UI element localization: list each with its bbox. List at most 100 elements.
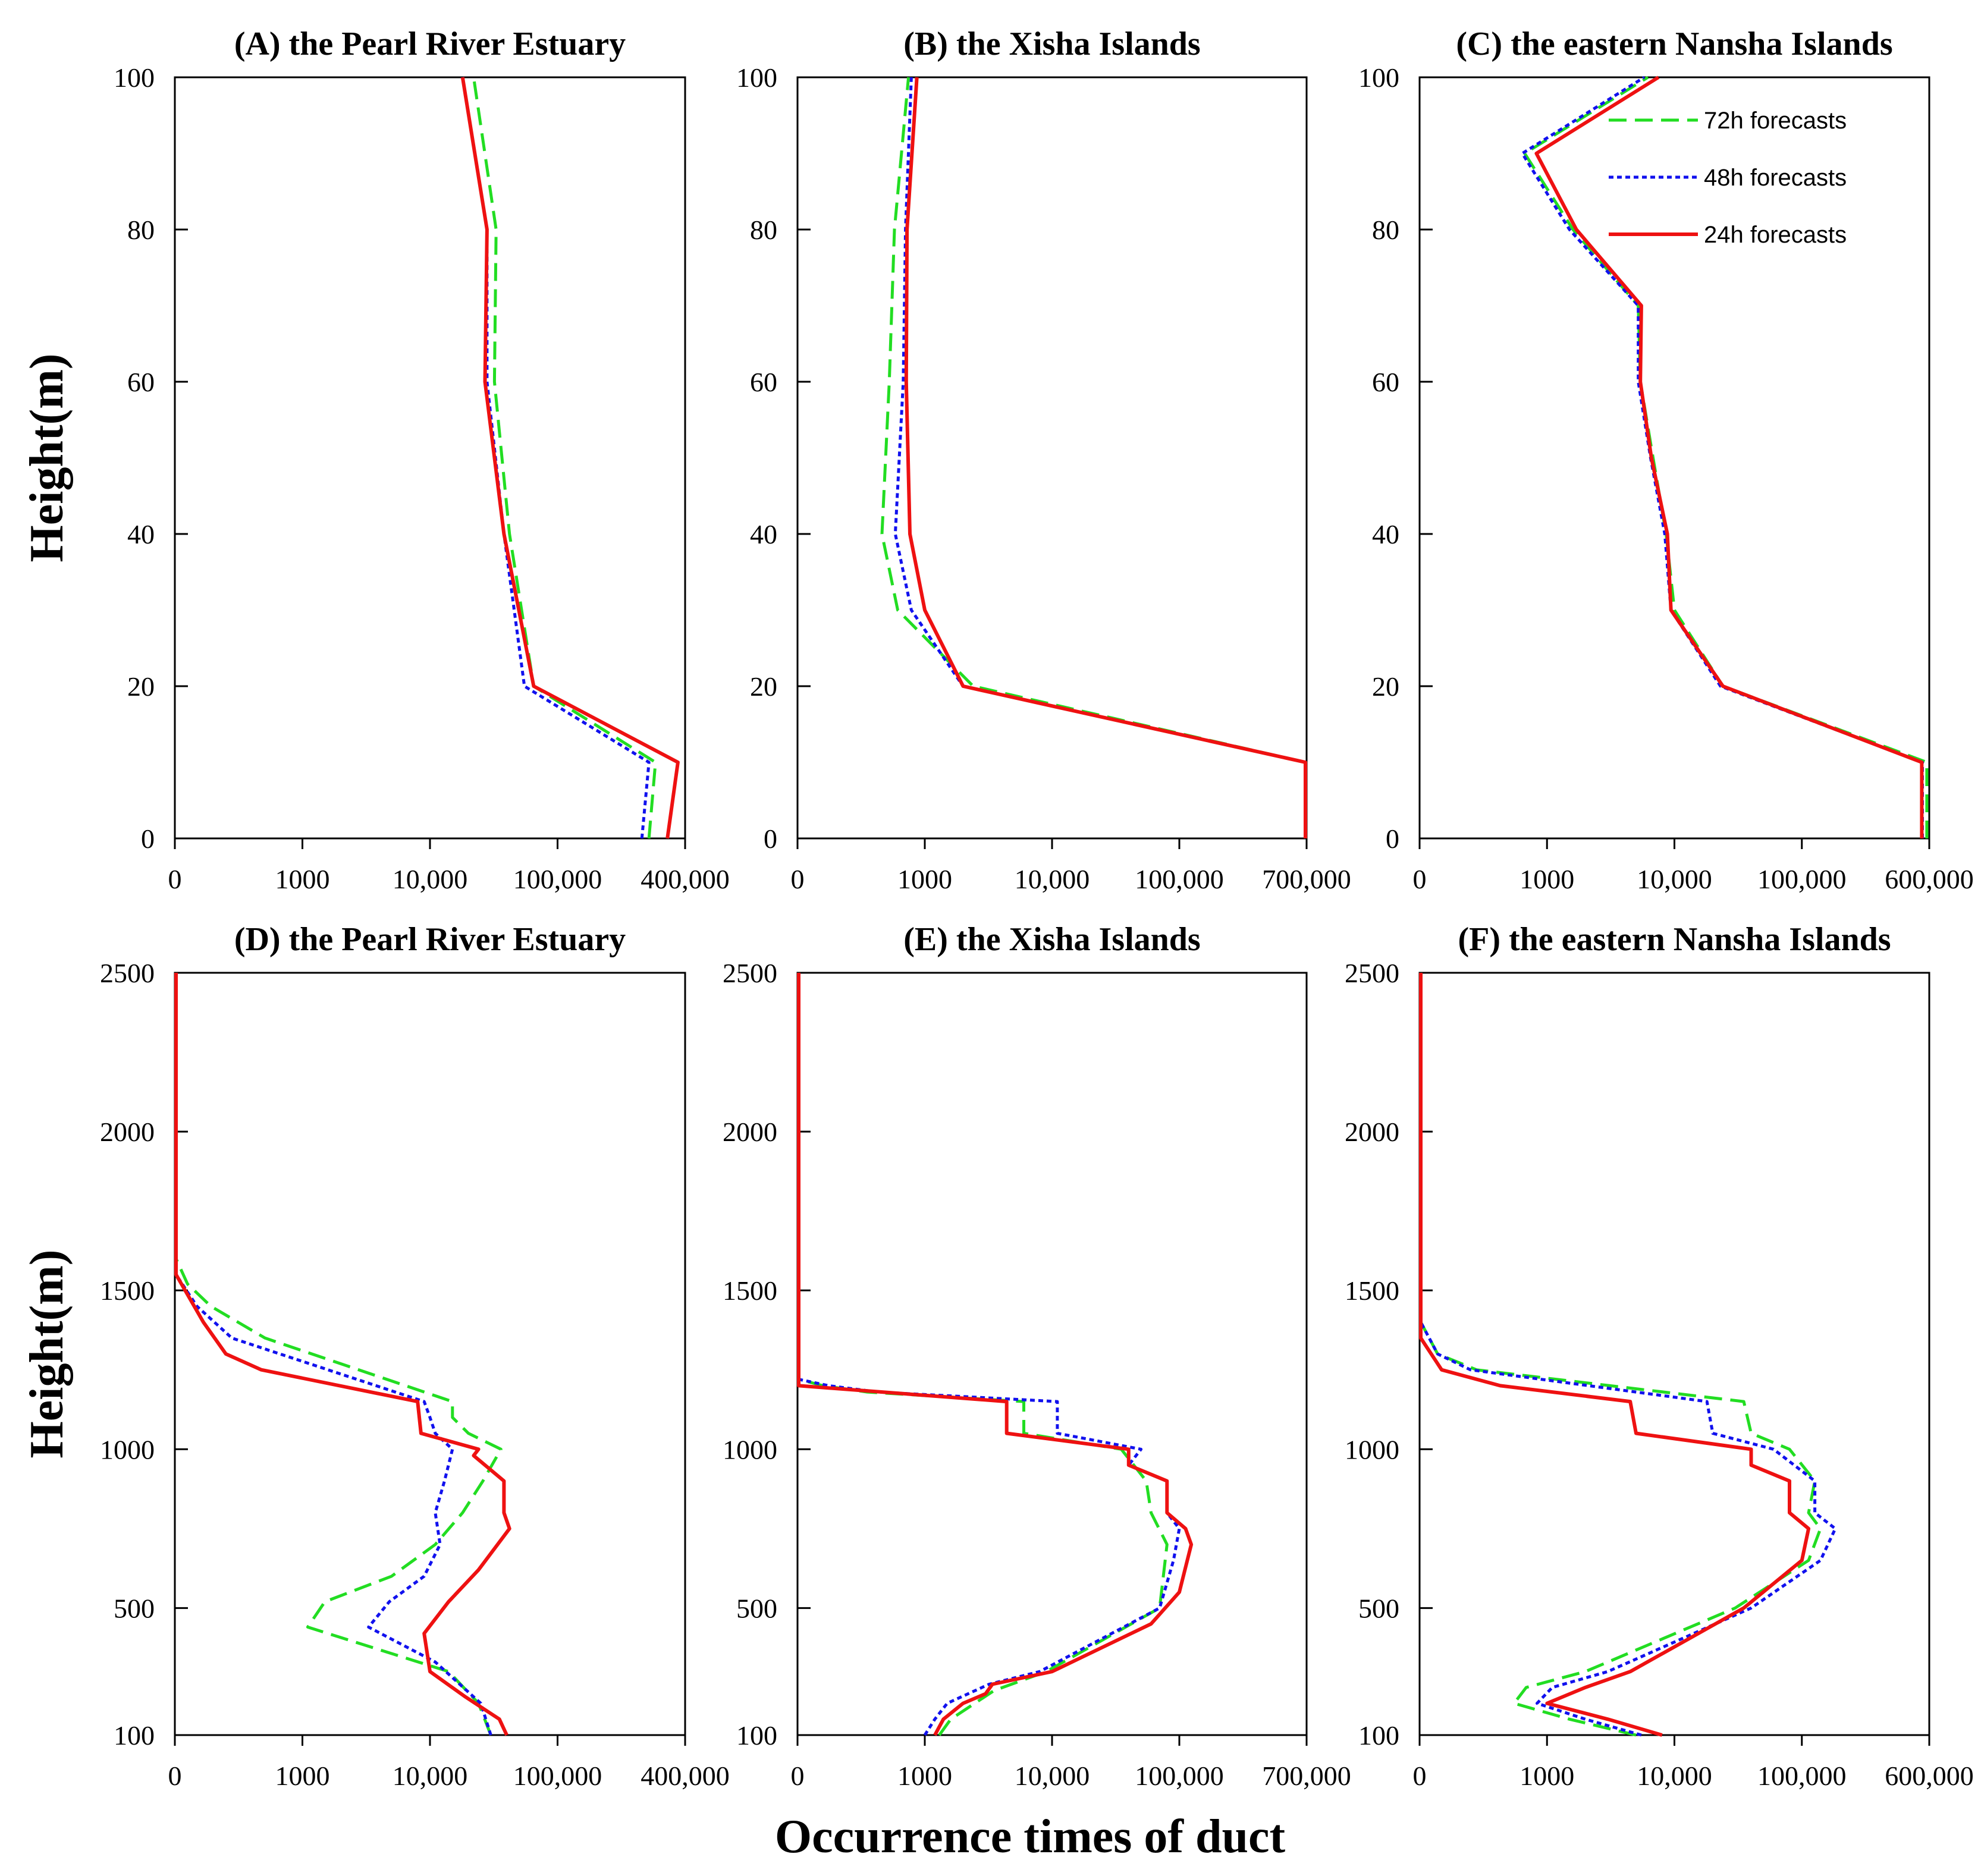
y-tick-label-c: 20 xyxy=(1372,671,1399,702)
panel-frame-c xyxy=(1418,76,1930,840)
x-tick-label-b: 0 xyxy=(791,864,805,894)
y-tick-label-e: 500 xyxy=(736,1593,777,1623)
series-line-f-72h-forecasts xyxy=(1419,973,1822,1737)
panel-title-e: (E) the Xisha Islands xyxy=(903,921,1200,958)
y-tick-label-b: 100 xyxy=(736,62,777,93)
series-line-e-72h-forecasts xyxy=(797,973,1169,1736)
y-tick-label-b: 60 xyxy=(750,367,777,397)
series-line-c-24h-forecasts xyxy=(1534,76,1924,838)
panel-frame-f xyxy=(1418,972,1930,1736)
y-tick-label-f: 500 xyxy=(1358,1593,1399,1623)
y-tick-label-b: 80 xyxy=(750,215,777,245)
y-tick-label-a: 40 xyxy=(127,519,155,549)
series-line-e-48h-forecasts xyxy=(797,973,1181,1736)
x-tick-label-f: 10,000 xyxy=(1637,1761,1712,1791)
y-tick-label-e: 1500 xyxy=(723,1275,777,1306)
y-tick-label-e: 1000 xyxy=(723,1434,777,1465)
x-tick-label-c: 100,000 xyxy=(1757,864,1847,894)
x-tick-label-e: 1000 xyxy=(897,1761,952,1791)
y-tick-label-a: 100 xyxy=(114,62,155,93)
y-tick-label-c: 100 xyxy=(1358,62,1399,93)
series-line-c-48h-forecasts xyxy=(1521,76,1924,838)
panel-title-d: (D) the Pearl River Estuary xyxy=(234,921,626,958)
x-tick-label-d: 400,000 xyxy=(641,1761,730,1791)
series-line-c-72h-forecasts xyxy=(1523,76,1929,838)
y-tick-label-f: 2000 xyxy=(1345,1117,1399,1147)
y-tick-label-f: 100 xyxy=(1358,1720,1399,1751)
x-tick-label-a: 0 xyxy=(168,864,182,894)
x-tick-label-b: 700,000 xyxy=(1262,864,1351,894)
y-tick-label-a: 0 xyxy=(141,824,155,854)
x-tick-label-c: 600,000 xyxy=(1885,864,1974,894)
x-tick-label-c: 10,000 xyxy=(1637,864,1712,894)
x-tick-label-b: 1000 xyxy=(897,864,952,894)
x-axis-label: Occurrence times of duct xyxy=(775,1811,1286,1863)
panel-title-b: (B) the Xisha Islands xyxy=(903,26,1200,62)
series-line-a-24h-forecasts xyxy=(460,77,680,839)
y-tick-label-e: 100 xyxy=(736,1720,777,1751)
series-line-b-24h-forecasts xyxy=(904,77,1307,838)
y-tick-label-a: 80 xyxy=(127,215,155,245)
panel-frame-d xyxy=(174,972,686,1736)
x-tick-label-a: 400,000 xyxy=(641,864,730,894)
y-tick-label-e: 2000 xyxy=(723,1117,777,1147)
x-tick-label-e: 100,000 xyxy=(1135,1761,1224,1791)
x-tick-label-d: 0 xyxy=(168,1761,182,1791)
series-line-b-48h-forecasts xyxy=(893,77,1307,838)
x-tick-label-d: 10,000 xyxy=(393,1761,468,1791)
x-tick-label-a: 100,000 xyxy=(513,864,602,894)
y-tick-label-f: 1500 xyxy=(1345,1275,1399,1306)
y-tick-label-c: 80 xyxy=(1372,215,1399,245)
y-tick-label-b: 40 xyxy=(750,519,777,549)
x-tick-label-a: 10,000 xyxy=(393,864,468,894)
series-line-a-72h-forecasts xyxy=(472,77,657,839)
series-line-e-24h-forecasts xyxy=(797,973,1194,1736)
x-tick-label-e: 700,000 xyxy=(1262,1761,1351,1791)
x-tick-label-e: 0 xyxy=(791,1761,805,1791)
panel-title-a: (A) the Pearl River Estuary xyxy=(234,26,626,62)
y-tick-label-c: 60 xyxy=(1372,367,1399,397)
series-line-f-48h-forecasts xyxy=(1419,973,1837,1737)
y-tick-label-b: 0 xyxy=(764,824,777,854)
x-tick-label-c: 0 xyxy=(1413,864,1427,894)
legend-label-24h-forecasts: 24h forecasts xyxy=(1704,222,1847,248)
series-line-b-72h-forecasts xyxy=(880,77,1307,838)
y-tick-label-f: 1000 xyxy=(1345,1434,1399,1465)
x-tick-label-f: 1000 xyxy=(1520,1761,1574,1791)
x-tick-label-b: 100,000 xyxy=(1135,864,1224,894)
panel-title-c: (C) the eastern Nansha Islands xyxy=(1456,26,1892,62)
y-tick-label-f: 2500 xyxy=(1345,958,1399,988)
y-tick-label-a: 60 xyxy=(127,367,155,397)
x-tick-label-f: 100,000 xyxy=(1757,1761,1847,1791)
y-tick-label-d: 100 xyxy=(114,1720,155,1751)
x-tick-label-c: 1000 xyxy=(1520,864,1574,894)
y-tick-label-d: 2500 xyxy=(100,958,155,988)
panel-frame-e xyxy=(796,972,1308,1736)
y-tick-label-a: 20 xyxy=(127,671,155,702)
x-tick-label-f: 0 xyxy=(1413,1761,1427,1791)
y-tick-label-d: 2000 xyxy=(100,1117,155,1147)
x-tick-label-a: 1000 xyxy=(275,864,330,894)
series-line-d-48h-forecasts xyxy=(174,973,492,1736)
series-line-d-24h-forecasts xyxy=(174,973,511,1736)
y-tick-label-e: 2500 xyxy=(723,958,777,988)
y-tick-label-d: 1000 xyxy=(100,1434,155,1465)
y-tick-label-c: 40 xyxy=(1372,519,1399,549)
y-axis-label-row-2: Height(m) xyxy=(21,1249,73,1458)
panel-frame-b xyxy=(796,76,1308,840)
y-tick-label-d: 500 xyxy=(114,1593,155,1623)
x-tick-label-b: 10,000 xyxy=(1015,864,1090,894)
x-tick-label-f: 600,000 xyxy=(1885,1761,1974,1791)
panel-title-f: (F) the eastern Nansha Islands xyxy=(1458,921,1891,958)
x-tick-label-e: 10,000 xyxy=(1015,1761,1090,1791)
legend-label-48h-forecasts: 48h forecasts xyxy=(1704,165,1847,191)
x-tick-label-d: 100,000 xyxy=(513,1761,602,1791)
y-axis-label-row-1: Height(m) xyxy=(21,353,73,562)
y-tick-label-d: 1500 xyxy=(100,1275,155,1306)
series-line-d-72h-forecasts xyxy=(174,973,503,1736)
x-tick-label-d: 1000 xyxy=(275,1761,330,1791)
series-line-f-24h-forecasts xyxy=(1419,973,1811,1737)
y-tick-label-b: 20 xyxy=(750,671,777,702)
legend-label-72h-forecasts: 72h forecasts xyxy=(1704,108,1847,134)
